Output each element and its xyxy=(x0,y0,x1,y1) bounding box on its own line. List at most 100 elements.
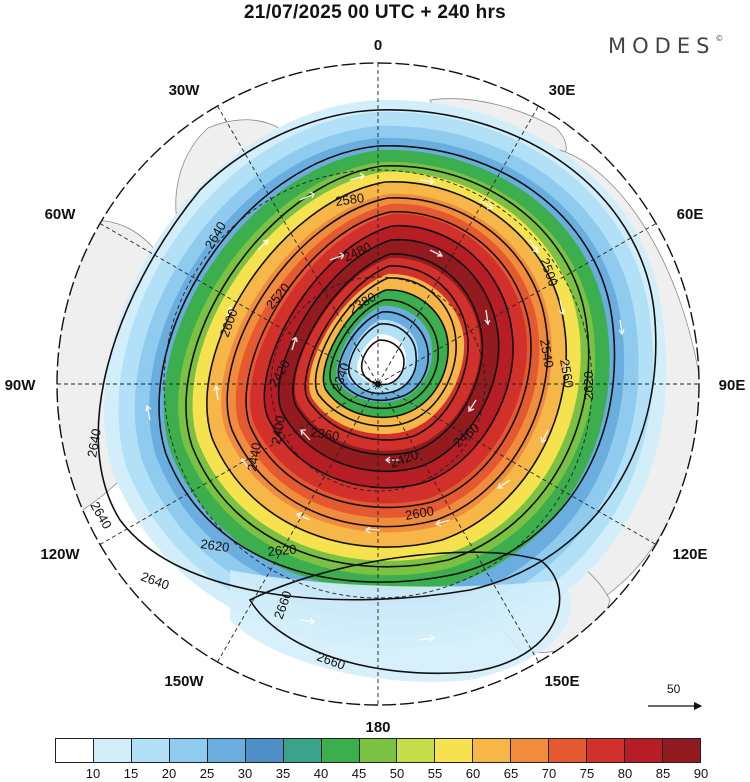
colorbar-swatch xyxy=(511,739,550,762)
lon-label-180: 180 xyxy=(365,719,390,736)
colorbar-tick-label: 85 xyxy=(655,766,671,781)
colorbar-swatch xyxy=(131,739,170,762)
contour-2420 xyxy=(322,289,449,419)
contour-2460 xyxy=(304,265,469,441)
colorbar-ticks: 10 15 20 25 30 35 40 45 50 55 60 65 70 75 80 85 90 xyxy=(55,766,708,782)
wind-arrow xyxy=(145,404,152,421)
contour-2540 xyxy=(245,211,532,509)
lon-label-90w: 90W xyxy=(5,377,37,394)
colorbar-tick-label: 75 xyxy=(579,766,595,781)
lon-label-90e: 90E xyxy=(719,377,746,394)
wind-arrow xyxy=(484,309,491,326)
colorbar-swatch xyxy=(245,739,284,762)
wind-arrow xyxy=(468,399,477,412)
height-contours xyxy=(97,109,657,675)
contour-label: 2360 xyxy=(309,424,340,444)
wind-vectors xyxy=(145,172,625,642)
reference-vector-value: 50 xyxy=(667,682,681,696)
wind-arrow xyxy=(429,249,444,257)
contour-2380 xyxy=(337,311,429,402)
contour-label: 2560 xyxy=(557,358,577,389)
colorbar-swatch xyxy=(625,739,663,762)
contour-2640 xyxy=(97,109,657,601)
colorbar-tick-label: 70 xyxy=(541,766,557,781)
colorbar-swatch xyxy=(169,739,208,762)
colorbar-tick-label: 25 xyxy=(199,766,215,781)
wind-arrow xyxy=(225,305,233,321)
colorbar-tick-label: 20 xyxy=(161,766,177,781)
colorbar-tick-label: 15 xyxy=(123,766,139,781)
lon-label-120w: 120W xyxy=(40,546,80,563)
wind-arrow xyxy=(295,512,311,521)
meridian-150 xyxy=(217,105,539,663)
lon-label-30e: 30E xyxy=(549,82,576,99)
contour-label: 2640 xyxy=(139,569,171,593)
lon-label-120e: 120E xyxy=(672,546,707,563)
contour-2440 xyxy=(314,277,457,427)
lon-label-0: 0 xyxy=(374,37,382,54)
contour-2560 xyxy=(226,197,549,528)
wind-arrow xyxy=(618,319,625,336)
wind-arrow xyxy=(529,239,539,253)
colorbar-swatch xyxy=(549,739,588,762)
lon-label-150w: 150W xyxy=(164,673,204,690)
contour-label: 2540 xyxy=(537,338,557,369)
colorbar xyxy=(55,738,701,763)
colorbar-swatch xyxy=(56,739,94,762)
colorbar-swatch xyxy=(321,739,360,762)
north-pole-marker xyxy=(375,381,381,387)
colorbar-tick-label: 10 xyxy=(85,766,101,781)
wind-arrow xyxy=(213,384,220,401)
contour-label: 2620 xyxy=(581,371,596,400)
wind-arrow xyxy=(434,519,451,527)
wind-arrow xyxy=(257,239,269,251)
contour-2600 xyxy=(185,165,590,568)
colorbar-tick-label: 80 xyxy=(617,766,633,781)
lon-label-60e: 60E xyxy=(677,206,704,223)
wind-arrow xyxy=(558,299,565,316)
colorbar-swatch xyxy=(473,739,512,762)
brand-mark: © xyxy=(715,34,724,43)
brand-logo: MODES© xyxy=(608,34,723,58)
colorbar-tick-label: 30 xyxy=(237,766,253,781)
map-boundary xyxy=(56,62,700,706)
wind-arrow xyxy=(300,429,311,441)
colorbar-swatch xyxy=(587,739,626,762)
colorbar-tick-label: 40 xyxy=(313,766,329,781)
wind-arrow xyxy=(497,479,511,489)
reference-vector: 50 xyxy=(648,682,703,711)
meridian-120 xyxy=(99,223,657,545)
wind-arrow xyxy=(299,191,315,201)
colorbar-swatch xyxy=(207,739,246,762)
contour-label: 2620 xyxy=(267,542,297,559)
lon-label-60w: 60W xyxy=(45,206,77,223)
contour-label: 2600 xyxy=(404,503,435,523)
lon-label-150e: 150E xyxy=(544,673,579,690)
lon-label-30w: 30W xyxy=(169,82,201,99)
wind-arrow xyxy=(364,526,381,534)
wind-arrow xyxy=(561,359,569,376)
colorbar-swatch xyxy=(283,739,322,762)
contour-label: 2400 xyxy=(268,414,288,445)
map-title: 21/07/2025 00 UTC + 240 hrs xyxy=(243,2,507,23)
contour-label: 2580 xyxy=(334,190,365,209)
colorbar-tick-label: 55 xyxy=(427,766,443,781)
colorbar-tick-label: 35 xyxy=(275,766,291,781)
wind-arrow xyxy=(419,634,436,642)
contour-label: 2640 xyxy=(84,427,104,458)
map-disk xyxy=(57,63,699,705)
contour-2580 xyxy=(206,181,568,548)
contour-2480 xyxy=(292,253,484,456)
meridian-60 xyxy=(99,223,657,545)
colorbar-swatch xyxy=(397,739,436,762)
wind-arrow xyxy=(349,172,365,181)
wind-arrow xyxy=(384,456,400,464)
colorbar-tick-label: 90 xyxy=(693,766,709,781)
colorbar-swatch xyxy=(93,739,132,762)
meridian-30 xyxy=(217,105,539,663)
contour-2400 xyxy=(329,299,439,409)
wind-arrow xyxy=(479,199,493,210)
wind-arrow xyxy=(329,252,345,261)
colorbar-tick-label: 60 xyxy=(465,766,481,781)
contour-2620 xyxy=(158,145,616,583)
